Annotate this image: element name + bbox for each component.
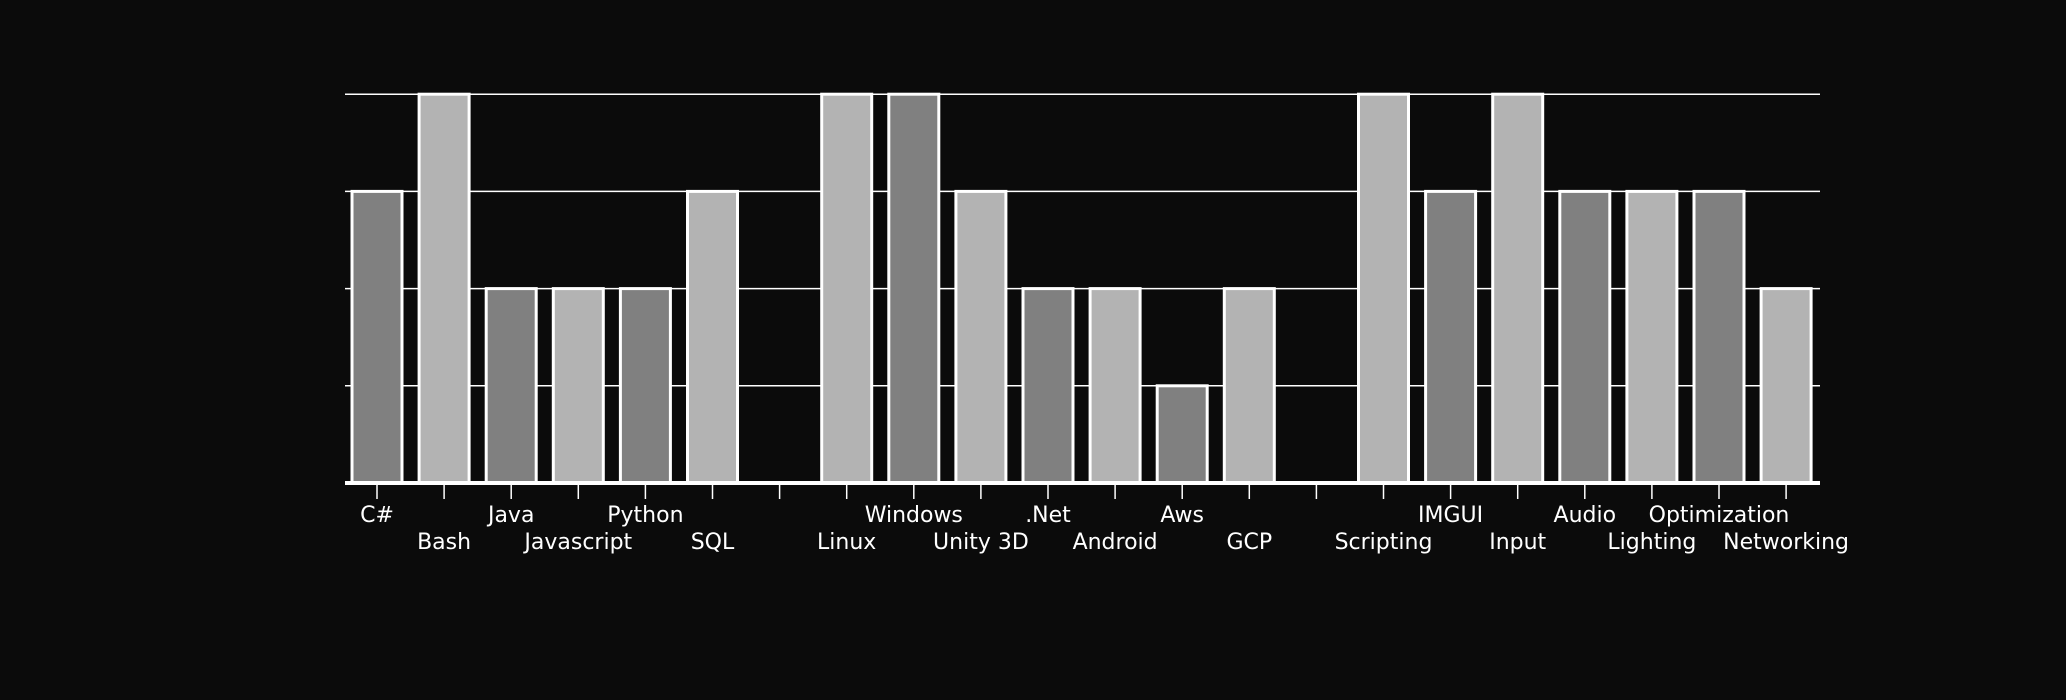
bar — [887, 92, 941, 485]
bar — [551, 287, 605, 485]
x-tick-label: Java — [486, 503, 534, 528]
bar — [618, 287, 672, 485]
bar — [1692, 189, 1746, 485]
bar — [1424, 189, 1478, 485]
bar — [350, 189, 404, 485]
x-tick-label: Input — [1489, 530, 1546, 555]
x-tick-label: Audio — [1554, 503, 1617, 528]
bar — [1088, 287, 1142, 485]
bar — [1222, 287, 1276, 485]
x-tick-label: Python — [607, 503, 683, 528]
x-tick-label: Bash — [417, 530, 471, 555]
x-tick-label: Aws — [1160, 503, 1204, 528]
x-tick-label: Lighting — [1607, 530, 1696, 555]
bar — [1759, 287, 1813, 485]
bar — [1625, 189, 1679, 485]
bar — [686, 189, 739, 485]
x-tick-label: Networking — [1723, 530, 1849, 555]
x-tick-label: SQL — [691, 530, 735, 555]
x-tick-label: Android — [1073, 530, 1158, 555]
x-tick-label: GCP — [1226, 530, 1272, 555]
x-tick-label: IMGUI — [1418, 503, 1483, 528]
bar — [1558, 189, 1612, 485]
x-axis-ticks — [376, 485, 1787, 499]
bar — [820, 92, 874, 485]
x-tick-label: Javascript — [522, 530, 632, 555]
x-tick-label: C# — [360, 503, 394, 528]
x-tick-label: Optimization — [1649, 503, 1790, 528]
bar — [1021, 287, 1075, 485]
x-tick-label: Linux — [817, 530, 876, 555]
bar — [484, 287, 538, 485]
x-tick-label: .Net — [1025, 503, 1071, 528]
bar — [1357, 92, 1410, 485]
x-tick-label: Unity 3D — [933, 530, 1029, 555]
bar — [954, 189, 1008, 485]
bar — [1155, 384, 1209, 485]
x-tick-label: Scripting — [1335, 530, 1433, 555]
bar — [417, 92, 471, 485]
x-tick-label: Windows — [865, 503, 963, 528]
bar — [1491, 92, 1545, 485]
